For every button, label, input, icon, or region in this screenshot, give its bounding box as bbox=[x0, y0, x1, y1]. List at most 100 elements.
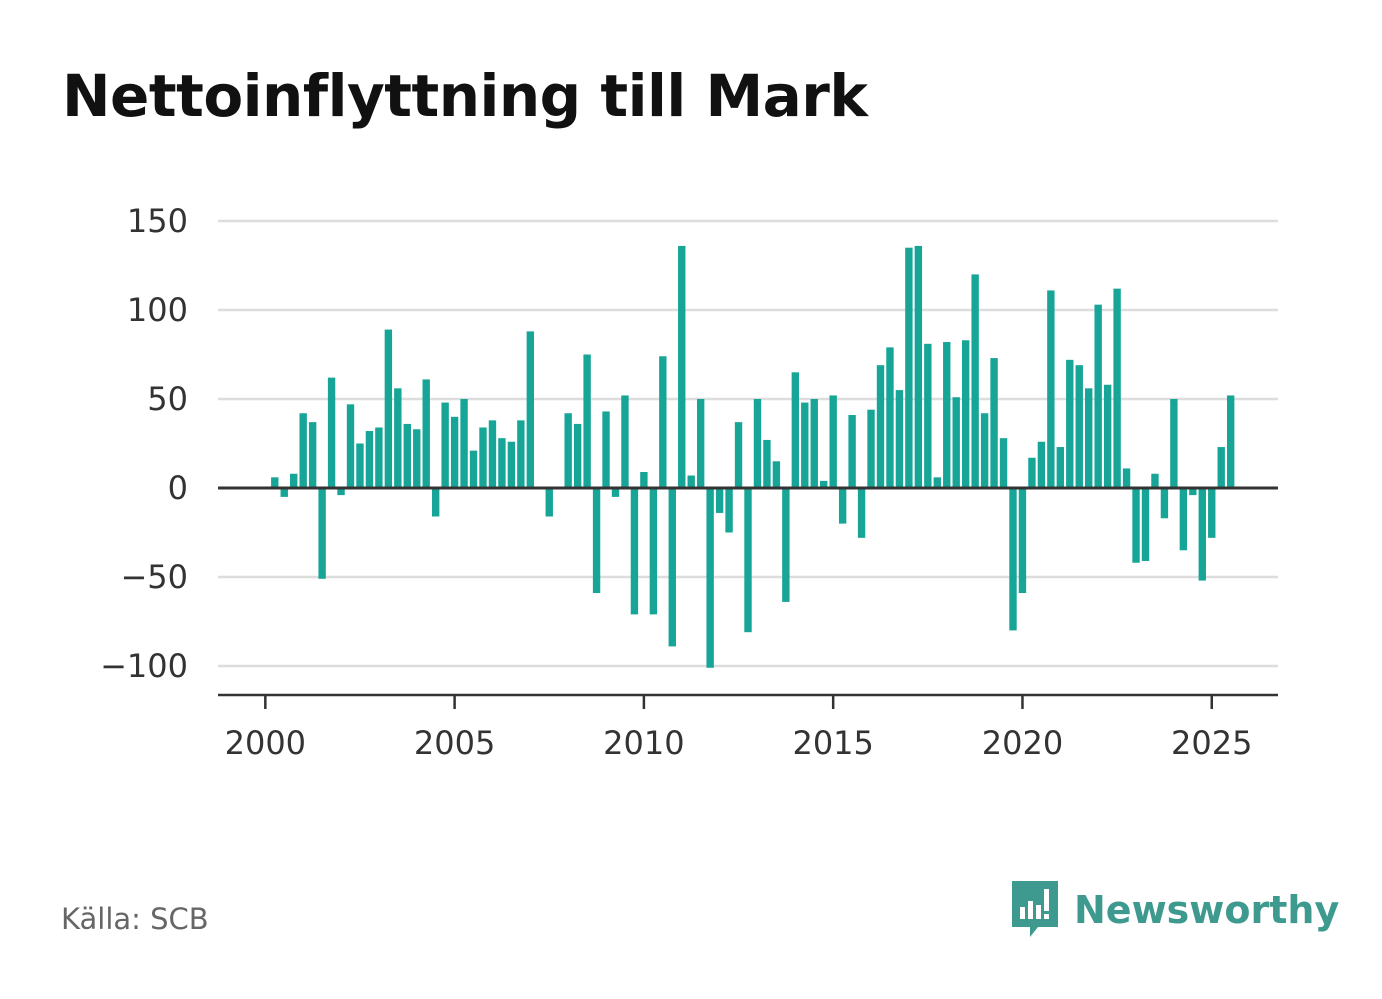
bar bbox=[857, 488, 866, 538]
y-axis-labels: 150 100 50 0 −50 −100 bbox=[100, 202, 188, 685]
bar bbox=[1141, 488, 1150, 561]
bar bbox=[280, 488, 288, 497]
bar bbox=[1085, 388, 1093, 488]
bar bbox=[905, 247, 913, 488]
x-tick-label: 2015 bbox=[792, 724, 873, 762]
brand-name: Newsworthy bbox=[1074, 888, 1340, 932]
x-tick-label: 2020 bbox=[982, 724, 1063, 762]
bar bbox=[630, 488, 639, 615]
bar bbox=[1151, 473, 1159, 488]
bar bbox=[1056, 447, 1065, 488]
bar bbox=[460, 399, 468, 488]
bar bbox=[384, 329, 393, 488]
bar bbox=[715, 488, 724, 513]
chart-title: Nettoinflyttning till Mark bbox=[62, 62, 868, 130]
bar bbox=[1132, 488, 1140, 563]
bar bbox=[763, 439, 771, 488]
bar bbox=[545, 488, 553, 517]
bar bbox=[829, 395, 837, 488]
bar bbox=[678, 245, 686, 488]
bar bbox=[753, 399, 762, 488]
y-tick-label: 0 bbox=[168, 469, 188, 507]
x-axis-ticks: 2000 2005 2010 2015 2020 2025 bbox=[225, 695, 1252, 762]
bar bbox=[422, 379, 430, 488]
bar bbox=[450, 416, 459, 488]
bar bbox=[1226, 395, 1235, 488]
bar bbox=[1075, 365, 1083, 488]
bar bbox=[498, 438, 506, 488]
bar bbox=[640, 471, 648, 488]
bar bbox=[696, 399, 705, 488]
bar bbox=[999, 438, 1008, 488]
bar bbox=[990, 358, 998, 488]
bar bbox=[394, 388, 402, 488]
bar bbox=[479, 427, 487, 488]
bar bbox=[413, 429, 421, 488]
bar bbox=[659, 356, 667, 488]
bar bbox=[772, 461, 781, 488]
bar bbox=[810, 399, 818, 488]
bar bbox=[602, 411, 610, 488]
bar bbox=[1208, 488, 1216, 538]
bar bbox=[782, 488, 790, 602]
y-tick-label: 100 bbox=[127, 291, 188, 329]
bar bbox=[431, 488, 440, 517]
bar bbox=[564, 413, 572, 488]
source-label: Källa: SCB bbox=[61, 902, 209, 936]
bar bbox=[1122, 468, 1131, 488]
bar bbox=[356, 443, 364, 488]
bar bbox=[706, 488, 714, 668]
bar bbox=[1103, 384, 1112, 488]
bar bbox=[1198, 488, 1206, 581]
bar bbox=[1179, 488, 1188, 551]
bar bbox=[592, 488, 601, 594]
bar bbox=[876, 365, 885, 488]
x-tick-label: 2010 bbox=[603, 724, 684, 762]
bar bbox=[895, 390, 904, 488]
bar bbox=[403, 423, 411, 488]
bar bbox=[526, 331, 535, 488]
bar bbox=[980, 413, 989, 488]
bar bbox=[734, 422, 743, 488]
bar bbox=[952, 397, 960, 488]
bar bbox=[375, 427, 383, 488]
bar bbox=[886, 347, 894, 488]
bar bbox=[1160, 488, 1169, 519]
bar bbox=[488, 420, 497, 488]
bar bbox=[441, 402, 449, 488]
bar bbox=[1066, 359, 1074, 488]
bar bbox=[1018, 488, 1027, 594]
bar bbox=[1037, 441, 1046, 488]
bar bbox=[469, 450, 478, 488]
bar bbox=[1009, 488, 1017, 631]
bar bbox=[1113, 288, 1121, 488]
bar bbox=[649, 488, 658, 615]
y-tick-label: −50 bbox=[120, 558, 188, 596]
newsworthy-logo-icon bbox=[1012, 881, 1058, 937]
bar bbox=[611, 488, 620, 497]
x-tick-label: 2005 bbox=[414, 724, 495, 762]
bar bbox=[1094, 304, 1102, 488]
bar bbox=[1028, 457, 1036, 488]
bar bbox=[668, 488, 676, 647]
x-tick-label: 2025 bbox=[1171, 724, 1252, 762]
bar bbox=[924, 343, 932, 488]
y-tick-label: 50 bbox=[147, 380, 188, 418]
bar bbox=[337, 488, 345, 496]
bar bbox=[365, 431, 374, 488]
bar bbox=[848, 415, 856, 488]
bar bbox=[1047, 290, 1055, 488]
bar bbox=[838, 488, 847, 524]
bar bbox=[933, 477, 941, 488]
bar bbox=[573, 423, 582, 488]
x-tick-label: 2000 bbox=[225, 724, 306, 762]
bar bbox=[327, 377, 336, 488]
bar bbox=[867, 409, 875, 488]
bar bbox=[1217, 447, 1225, 488]
newsworthy-logo: Newsworthy bbox=[1010, 878, 1339, 942]
bar bbox=[914, 245, 923, 488]
bar bbox=[943, 342, 951, 488]
bar bbox=[346, 404, 355, 488]
y-tick-label: −100 bbox=[100, 647, 188, 685]
